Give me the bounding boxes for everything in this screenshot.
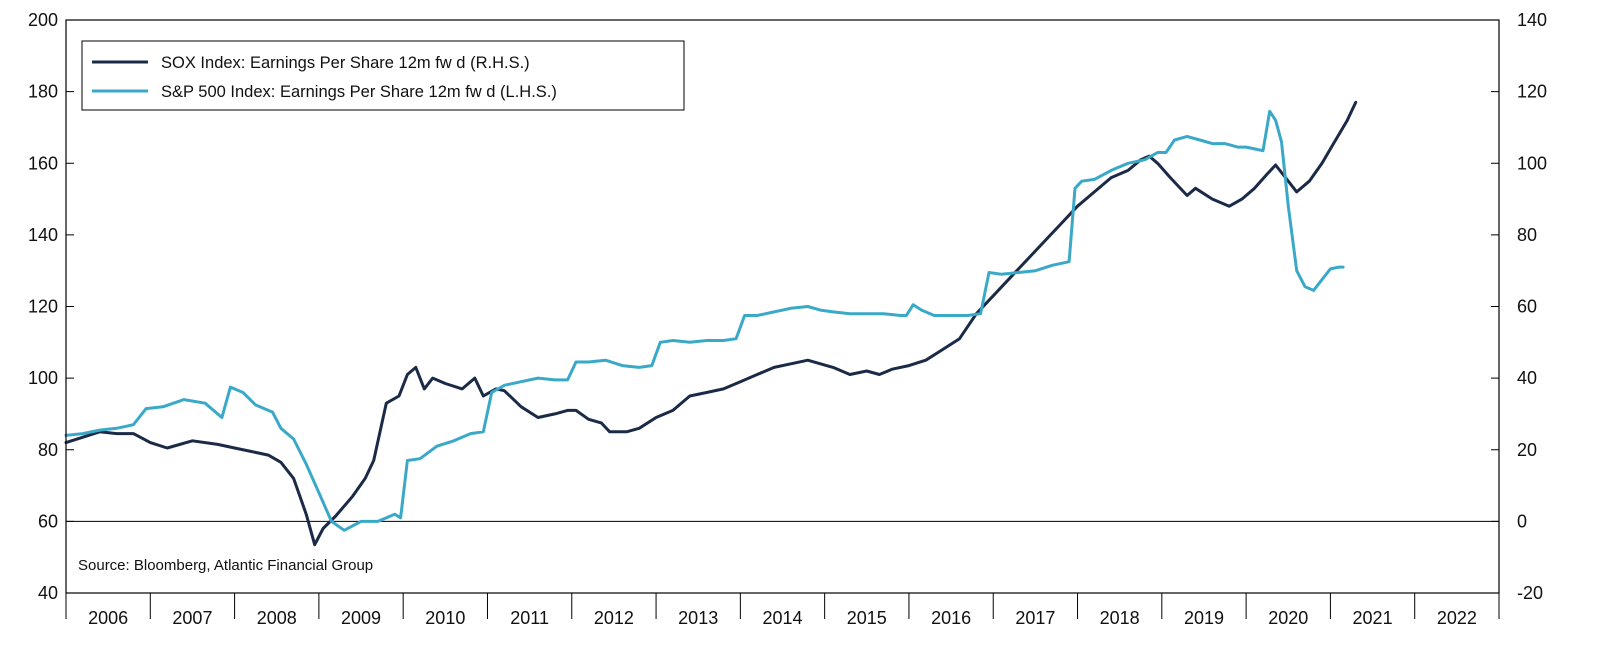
series-line-sox — [64, 100, 1358, 547]
x-tick-label: 2017 — [1015, 608, 1055, 628]
left-tick-label: 140 — [28, 225, 58, 245]
left-tick-label: 120 — [28, 297, 58, 317]
right-tick-label: 80 — [1517, 225, 1537, 245]
left-tick-label: 40 — [38, 583, 58, 603]
plot-area-frame — [65, 19, 1500, 594]
x-tick-label: 2006 — [88, 608, 128, 628]
right-tick-label: 120 — [1517, 82, 1547, 102]
right-tick-label: 60 — [1517, 297, 1537, 317]
right-tick-label: 140 — [1517, 10, 1547, 30]
right-tick-label: 0 — [1517, 511, 1527, 531]
right-tick-label: -20 — [1517, 583, 1543, 603]
x-tick-label: 2011 — [510, 608, 549, 628]
x-tick-label: 2019 — [1184, 608, 1224, 628]
x-tick-label: 2016 — [931, 608, 971, 628]
legend-label-sox: SOX Index: Earnings Per Share 12m fw d (… — [161, 54, 530, 72]
right-tick-label: 20 — [1517, 440, 1537, 460]
x-tick-label: 2018 — [1100, 608, 1140, 628]
x-tick-label: 2014 — [762, 608, 802, 628]
x-tick-label: 2020 — [1268, 608, 1308, 628]
x-tick-label: 2012 — [594, 608, 634, 628]
left-tick-label: 180 — [28, 82, 58, 102]
right-tick-label: 40 — [1517, 368, 1537, 388]
x-tick-label: 2021 — [1353, 608, 1393, 628]
left-tick-label: 200 — [28, 10, 58, 30]
x-tick-label: 2010 — [425, 608, 465, 628]
left-axis-ticks: 40 60 80 100 120 140 160 180 200 — [28, 10, 74, 603]
legend-box — [81, 40, 685, 111]
x-tick-label: 2013 — [678, 608, 718, 628]
left-tick-label: 160 — [28, 153, 58, 173]
left-tick-label: 80 — [38, 440, 58, 460]
source-note: Source: Bloomberg, Atlantic Financial Gr… — [78, 557, 373, 574]
right-tick-label: 100 — [1517, 153, 1547, 173]
series-lines — [64, 100, 1358, 547]
legend-label-sp500: S&P 500 Index: Earnings Per Share 12m fw… — [161, 83, 557, 101]
left-tick-label: 100 — [28, 368, 58, 388]
x-tick-label: 2009 — [341, 608, 381, 628]
series-line-sp500 — [64, 109, 1345, 532]
right-axis-ticks: -20 0 20 40 60 80 100 120 140 — [1491, 10, 1547, 603]
x-tick-label: 2022 — [1437, 608, 1477, 628]
x-axis-ticks: 2006 2007 2008 2009 2010 2011 2012 2013 2014 2015… — [65, 593, 1500, 628]
x-tick-label: 2007 — [172, 608, 212, 628]
legend: SOX Index: Earnings Per Share 12m fw d (… — [81, 40, 685, 111]
x-tick-label: 2008 — [257, 608, 297, 628]
left-tick-label: 60 — [38, 511, 58, 531]
x-tick-label: 2015 — [847, 608, 887, 628]
